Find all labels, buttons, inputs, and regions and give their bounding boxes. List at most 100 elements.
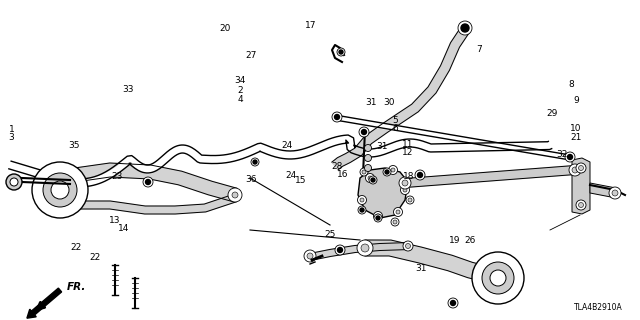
Text: 2: 2 [237,86,243,95]
Circle shape [376,216,380,220]
Circle shape [402,180,408,186]
Circle shape [472,252,524,304]
Text: 16: 16 [337,170,348,179]
Circle shape [406,244,410,249]
Text: 22: 22 [89,253,100,262]
Text: 30: 30 [383,98,395,107]
Circle shape [32,162,88,218]
Circle shape [417,172,422,178]
Text: 24: 24 [281,141,292,150]
Circle shape [406,196,414,204]
Circle shape [362,130,367,134]
Text: 33: 33 [122,85,134,94]
Circle shape [335,115,339,119]
Circle shape [572,167,578,173]
Circle shape [458,21,472,35]
Text: TLA4B2910A: TLA4B2910A [573,303,622,313]
Text: 11: 11 [402,140,413,149]
Text: 29: 29 [546,109,557,118]
Circle shape [307,253,313,259]
Circle shape [451,300,456,306]
Circle shape [374,212,383,220]
Circle shape [612,190,618,196]
Text: 12: 12 [402,148,413,157]
Circle shape [228,188,242,202]
Text: 8: 8 [568,80,573,89]
Circle shape [332,112,342,122]
Circle shape [365,145,371,151]
Circle shape [10,178,18,186]
Text: 13: 13 [109,216,121,225]
Circle shape [359,127,369,137]
Polygon shape [404,165,575,188]
Text: 19: 19 [449,236,460,245]
Circle shape [391,218,399,226]
Circle shape [369,176,377,184]
Circle shape [408,198,412,202]
Text: 20: 20 [220,24,231,33]
Circle shape [396,210,400,214]
Circle shape [253,160,257,164]
Polygon shape [365,240,492,283]
Text: 7: 7 [476,45,481,54]
Circle shape [448,298,458,308]
Text: 6: 6 [392,124,397,133]
Circle shape [579,203,584,207]
Circle shape [403,188,407,192]
Circle shape [374,214,382,222]
Text: 1: 1 [9,125,14,134]
Circle shape [365,173,374,182]
Circle shape [360,198,364,202]
Text: 14: 14 [118,224,129,233]
Circle shape [579,165,584,171]
Text: 23: 23 [111,172,123,181]
Text: 26: 26 [465,236,476,245]
Circle shape [461,24,469,32]
Text: 36: 36 [246,175,257,184]
Circle shape [304,250,316,262]
Circle shape [358,196,367,204]
Circle shape [401,186,410,195]
Text: 10: 10 [570,124,582,133]
Text: 15: 15 [295,176,307,185]
Circle shape [43,173,77,207]
FancyArrow shape [27,288,61,318]
Text: 31: 31 [415,264,427,273]
Circle shape [358,206,366,214]
Circle shape [576,200,586,210]
Text: 17: 17 [305,21,316,30]
Text: 35: 35 [68,141,79,150]
Text: FR.: FR. [67,282,86,292]
Circle shape [360,208,364,212]
Circle shape [335,245,345,255]
Circle shape [394,207,403,217]
Text: 3: 3 [9,133,14,142]
Circle shape [143,177,153,187]
Text: 21: 21 [570,133,582,142]
Circle shape [339,50,343,54]
Circle shape [565,152,575,162]
Circle shape [399,177,411,189]
Circle shape [388,165,397,174]
Circle shape [145,180,150,185]
Circle shape [576,163,586,173]
Text: 24: 24 [285,172,297,180]
Circle shape [391,168,395,172]
Circle shape [385,170,389,174]
Circle shape [371,178,375,182]
Polygon shape [358,168,408,218]
Circle shape [393,220,397,224]
Circle shape [357,240,373,256]
Polygon shape [74,163,237,202]
Circle shape [415,170,425,180]
Circle shape [251,158,259,166]
Polygon shape [75,194,236,214]
Circle shape [365,164,371,172]
Text: 27: 27 [246,52,257,60]
Text: 5: 5 [392,116,397,125]
Text: 31: 31 [365,98,377,107]
Circle shape [568,155,573,159]
Polygon shape [309,243,410,260]
Text: 18: 18 [403,172,414,181]
Circle shape [569,164,581,176]
